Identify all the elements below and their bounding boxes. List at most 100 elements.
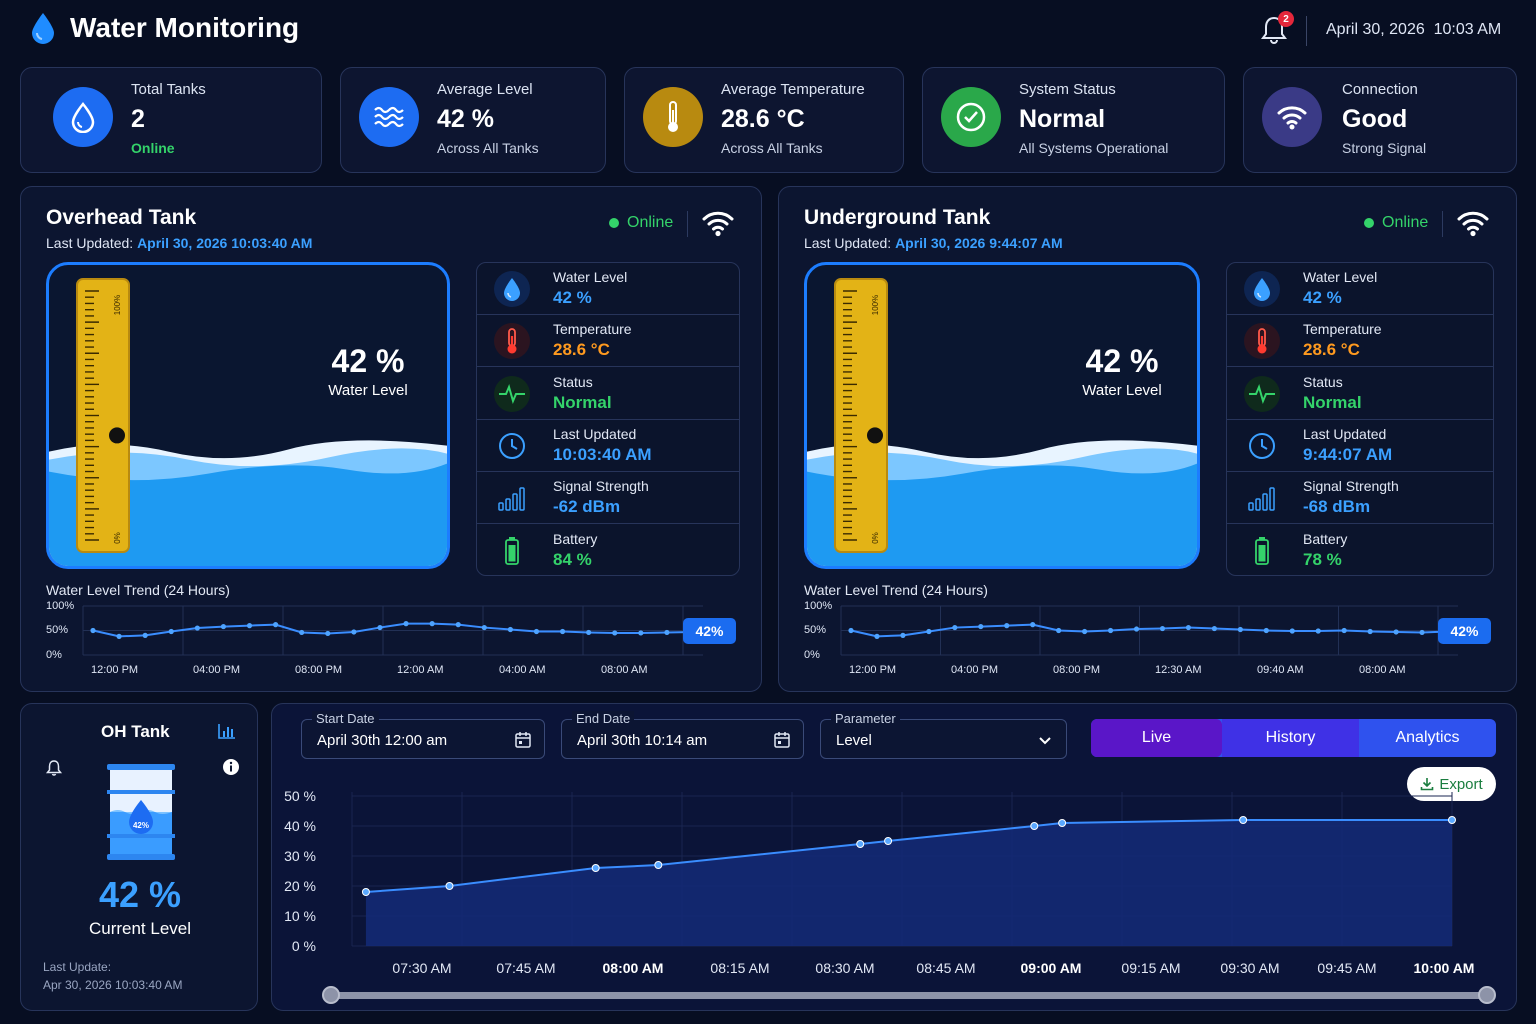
chart-point[interactable] (445, 882, 454, 890)
metric-row-water-level: Water Level 42 % (1227, 263, 1493, 315)
status-online: Online (609, 214, 673, 232)
metric-row-signal-strength: Signal Strength -68 dBm (1227, 472, 1493, 525)
chevron-down-icon[interactable] (1036, 731, 1054, 749)
level-history-chart[interactable]: 50 % 40 % 30 % 20 % 10 % 0 % 07:30 AM 07:45 AM 0… (271, 703, 1517, 1011)
metric-row-battery: Battery 78 % (1227, 525, 1493, 577)
chart-point[interactable] (361, 888, 370, 896)
trend-point (1237, 626, 1243, 633)
tank-level-visual: 100% 0% 42 % Water Level (46, 262, 450, 569)
parameter-select[interactable]: Parameter Level (820, 711, 1067, 759)
status-online: Online (1364, 214, 1428, 232)
tank-panel-overhead: Overhead Tank Last Updated: April 30, 202… (20, 186, 762, 692)
trend-point (429, 621, 435, 627)
drum-level-label: 42% (132, 821, 149, 830)
last-updated-label: Last Updated: (804, 235, 892, 251)
metric-label: Water Level (553, 269, 628, 285)
download-icon (1421, 778, 1434, 791)
last-updated-value: April 30, 2026 10:03:40 AM (137, 235, 313, 251)
card-label: Connection (1342, 81, 1418, 98)
chart-point[interactable] (856, 840, 865, 848)
time-range-slider-track[interactable] (331, 992, 1487, 999)
trend-chart[interactable] (779, 597, 1518, 677)
card-value: 28.6 °C (721, 105, 805, 133)
trend-point (273, 622, 279, 628)
tank-title: Underground Tank (804, 206, 991, 229)
calendar-icon[interactable] (514, 731, 532, 749)
card-value: Good (1342, 105, 1408, 133)
gauge-top-label: 100% (871, 295, 880, 315)
tab-analytics[interactable]: Analytics (1395, 729, 1460, 746)
end-date-value: April 30th 10:14 am (577, 732, 708, 749)
start-date-field[interactable]: Start Date April 30th 12:00 am (301, 711, 545, 759)
tank-level-label: Water Level (328, 382, 408, 399)
card-label: Average Temperature (721, 81, 865, 98)
card-sub: Online (131, 140, 175, 156)
card-total-tanks: Total Tanks 2 Online (20, 67, 322, 173)
metric-label: Status (1303, 373, 1343, 390)
chart-point[interactable] (1239, 816, 1248, 824)
metric-label: Last Updated (553, 425, 637, 442)
chart-x-tick: 07:30 AM (392, 960, 451, 976)
chart-point[interactable] (654, 861, 663, 869)
metric-row-status: Status Normal (477, 368, 739, 420)
trend-point (1030, 622, 1036, 628)
metric-value: 42 % (553, 288, 592, 307)
check-circle-icon (941, 87, 1001, 147)
trend-point (1133, 626, 1140, 632)
bar-chart-icon[interactable] (217, 722, 237, 740)
end-date-field[interactable]: End Date April 30th 10:14 am (561, 711, 804, 759)
card-value: 2 (131, 105, 145, 133)
metric-label: Water Level (1303, 269, 1378, 285)
pulse-icon (1244, 375, 1280, 412)
metric-value: 10:03:40 AM (553, 444, 652, 464)
last-updated: Last Updated: April 30, 2026 9:44:07 AM (804, 235, 1063, 251)
trend-point (978, 623, 984, 630)
bell-icon[interactable] (45, 759, 63, 777)
card-label: Average Level (437, 81, 533, 98)
wifi-icon[interactable] (1456, 209, 1490, 237)
gauge-bottom-label: 0% (871, 532, 880, 544)
metric-value: 42 % (1303, 288, 1342, 307)
tab-history[interactable]: History (1222, 719, 1359, 757)
tank-panel-underground: Underground Tank Last Updated: April 30, … (778, 186, 1517, 692)
time-range-start-handle[interactable] (322, 986, 340, 1004)
trend-point (559, 628, 566, 635)
chart-point[interactable] (591, 864, 600, 872)
last-updated-label: Last Updated: (46, 235, 134, 251)
trend-point (1159, 625, 1166, 632)
trend-title: Water Level Trend (24 Hours) (46, 582, 230, 598)
trend-point (1393, 629, 1399, 635)
trend-x-tick: 08:00 PM (295, 664, 343, 676)
card-sub: Strong Signal (1342, 140, 1427, 156)
tank-metrics-list: Water Level 42 % Temperature 28.6 °C Status N… (1226, 262, 1494, 576)
chart-point[interactable] (1030, 822, 1039, 830)
card-sub: All Systems Operational (1019, 140, 1169, 156)
trend-chart[interactable] (21, 597, 763, 677)
time-range-end-handle[interactable] (1478, 986, 1496, 1004)
chart-point[interactable] (1448, 816, 1456, 824)
tank-title: Overhead Tank (46, 206, 197, 229)
water-drop-icon (494, 271, 530, 307)
pulse-icon (494, 375, 530, 412)
chart-point[interactable] (884, 837, 893, 845)
oh-tank-title: OH Tank (101, 722, 170, 741)
info-icon[interactable] (222, 758, 240, 776)
trend-title: Water Level Trend (24 Hours) (804, 582, 988, 598)
calendar-icon[interactable] (773, 731, 791, 749)
gauge-top-label: 100% (113, 295, 122, 315)
trend-point (1056, 627, 1062, 634)
metric-value: Normal (1303, 392, 1362, 412)
wifi-icon[interactable] (701, 209, 735, 237)
trend-point (351, 629, 357, 635)
tab-live[interactable]: Live (1091, 719, 1222, 757)
trend-line (850, 623, 1449, 638)
chart-y-tick: 20 % (284, 878, 316, 894)
gauge-marker (867, 427, 883, 444)
trend-point (1419, 629, 1425, 636)
trend-y-tick: 100% (804, 600, 833, 612)
tank-level-label: Water Level (1082, 382, 1162, 399)
thermometer-icon (494, 323, 530, 360)
chart-point[interactable] (1058, 819, 1067, 827)
battery-icon (1244, 533, 1280, 569)
trend-y-tick: 100% (46, 600, 75, 612)
